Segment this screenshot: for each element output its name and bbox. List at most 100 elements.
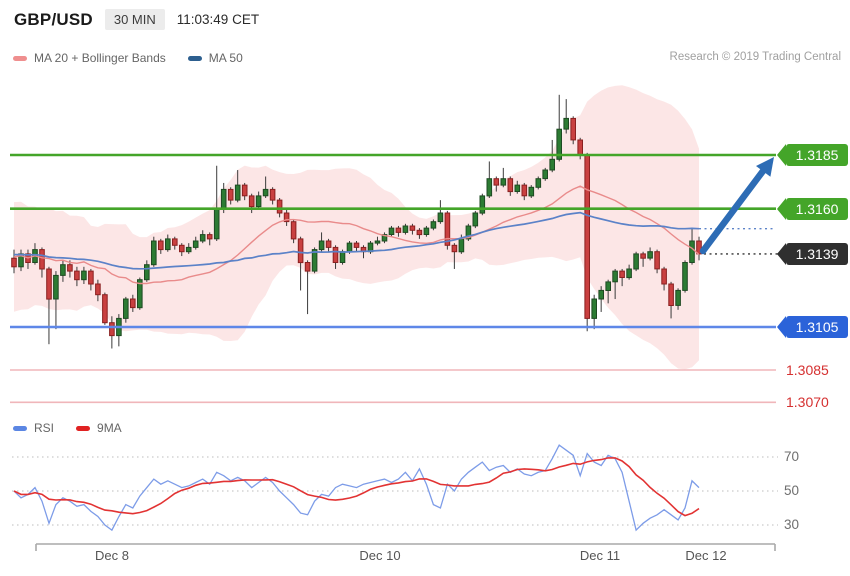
legend-item-ma20-bollinger: MA 20 + Bollinger Bands	[13, 51, 166, 65]
candle-down	[158, 240, 164, 251]
candle-down	[353, 242, 360, 248]
candle-down	[570, 117, 577, 141]
rsi-swatch-icon	[13, 425, 27, 431]
bullish-projection-arrow-shaft	[699, 167, 767, 255]
chart-header: GBP/USD 30 MIN 11:03:49 CET	[14, 9, 259, 30]
price-tag-1.3160: 1.3160	[777, 197, 848, 220]
candle-up	[430, 221, 437, 229]
candle-down	[248, 195, 255, 208]
candle-down	[102, 294, 108, 324]
candle-down	[241, 184, 248, 197]
candle-up	[53, 274, 59, 300]
candle-down	[74, 270, 80, 281]
candle-down	[416, 229, 423, 236]
candle-up	[605, 281, 612, 291]
candle-down	[332, 246, 339, 263]
candle-down	[290, 221, 297, 240]
price-level-text-1.3085: 1.3085	[786, 362, 829, 378]
candle-down	[130, 298, 136, 309]
candle-down	[661, 268, 667, 285]
price-tag-1.3139: 1.3139	[777, 242, 848, 265]
candle-down	[11, 257, 17, 268]
candle-up	[563, 117, 570, 130]
legend-label-rsi: RSI	[34, 421, 55, 435]
candle-up	[234, 184, 241, 201]
x-axis-label-dec-8: Dec 8	[95, 548, 129, 563]
timeframe-badge[interactable]: 30 MIN	[104, 9, 165, 30]
candle-up	[612, 270, 618, 283]
candle-up	[528, 186, 535, 197]
candle-down	[577, 139, 584, 156]
main-chart-legend: MA 20 + Bollinger Bands MA 50	[13, 51, 243, 65]
candle-up	[437, 212, 444, 223]
candle-up	[500, 178, 507, 186]
candle-up	[220, 188, 227, 210]
candle-down	[619, 270, 625, 279]
legend-item-ma50: MA 50	[187, 51, 243, 65]
rsi-pane-legend: RSI 9MA	[13, 421, 122, 435]
candle-up	[123, 298, 129, 319]
candle-up	[549, 158, 556, 171]
candle-down	[95, 283, 101, 296]
candle-down	[67, 264, 73, 272]
candle-up	[255, 195, 262, 208]
candle-up	[388, 227, 395, 236]
candle-up	[374, 240, 381, 244]
candle-up	[598, 289, 605, 300]
x-axis-label-dec-11: Dec 11	[579, 548, 621, 563]
candle-up	[486, 178, 493, 197]
candle-up	[626, 268, 632, 279]
candle-down	[88, 270, 94, 285]
candle-up	[144, 264, 150, 281]
candle-down	[46, 268, 52, 300]
candle-up	[81, 270, 87, 281]
rsi-scale-label-30: 30	[784, 517, 800, 532]
candle-up	[262, 188, 269, 197]
candle-down	[325, 240, 332, 248]
candle-up	[472, 212, 479, 227]
candle-up	[423, 227, 430, 236]
bollinger-band-area	[14, 85, 699, 370]
ma20-line	[13, 185, 700, 285]
candle-down	[297, 238, 304, 264]
candle-down	[283, 212, 290, 223]
candle-up	[213, 208, 220, 240]
legend-label-9ma: 9MA	[97, 421, 122, 435]
candle-down	[444, 212, 451, 246]
candle-down	[395, 227, 402, 233]
candle-down	[640, 253, 646, 259]
price-tag-1.3185: 1.3185	[777, 144, 848, 166]
candle-up	[311, 249, 318, 272]
candle-up	[346, 242, 353, 253]
candle-down	[654, 251, 660, 270]
candle-up	[165, 238, 171, 251]
candle-down	[668, 283, 674, 306]
candle-up	[192, 240, 199, 248]
rsi-9ma-line	[13, 457, 700, 517]
candle-down	[584, 154, 591, 319]
x-axis-label-dec-12: Dec 12	[685, 548, 727, 563]
candle-down	[521, 184, 528, 197]
candle-up	[318, 240, 325, 251]
candle-up	[465, 225, 472, 240]
candle-up	[689, 240, 695, 263]
legend-label-ma50: MA 50	[208, 51, 243, 65]
candle-up	[535, 178, 542, 188]
rsi-scale-label-50: 50	[784, 483, 800, 498]
candle-up	[633, 253, 639, 270]
candle-up	[682, 262, 688, 291]
quote-timestamp: 11:03:49 CET	[176, 12, 260, 27]
candle-down	[39, 249, 45, 270]
candle-up	[542, 169, 549, 180]
price-level-text-1.3070: 1.3070	[786, 394, 829, 411]
candle-down	[206, 234, 213, 240]
rsi-9ma-swatch-icon	[76, 425, 91, 431]
ma50-line	[14, 211, 700, 270]
candle-up	[647, 251, 653, 259]
legend-label-ma20-bollinger: MA 20 + Bollinger Bands	[34, 51, 166, 65]
candle-down	[179, 244, 185, 253]
symbol-title: GBP/USD	[14, 9, 93, 29]
rsi-scale-label-70: 70	[784, 449, 800, 464]
